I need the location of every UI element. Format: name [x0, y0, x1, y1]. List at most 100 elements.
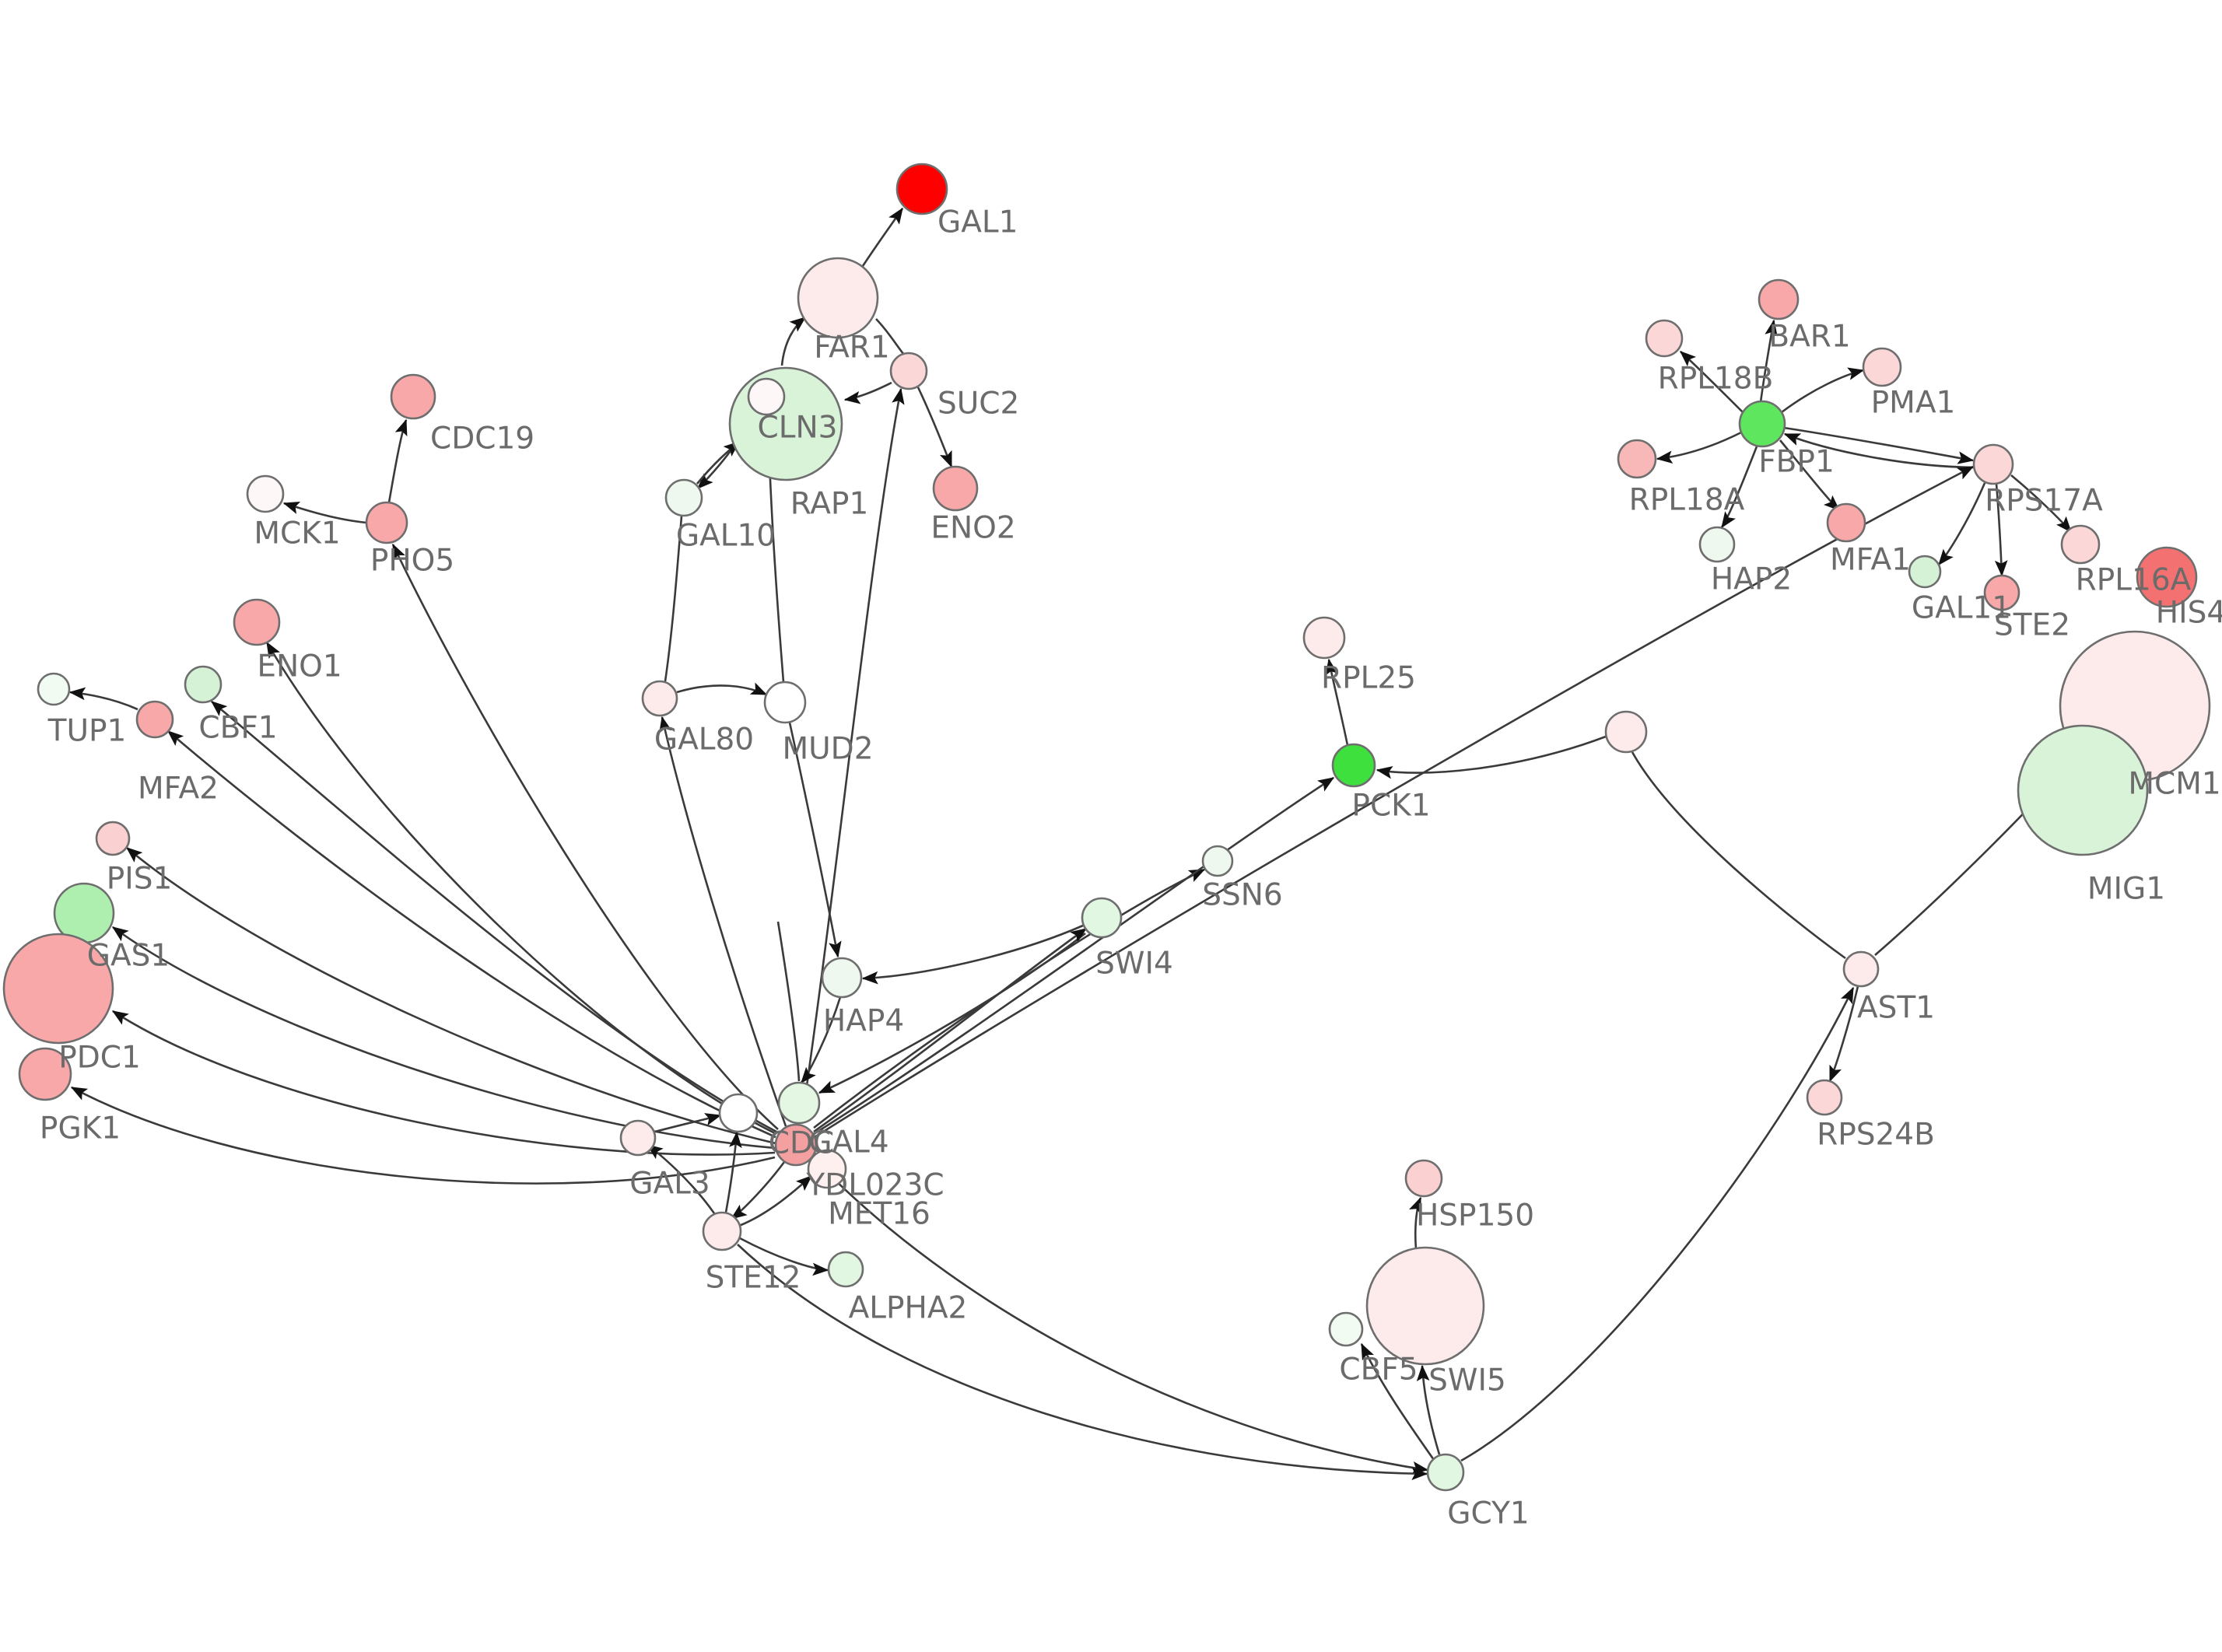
node-circle-HAP2[interactable]: [1698, 526, 1736, 563]
node-circle-NODE_W[interactable]: [718, 1093, 759, 1133]
node-RPS24B[interactable]: [1806, 1079, 1843, 1116]
node-RPS17A[interactable]: [1972, 443, 2014, 485]
node-circle-MCK1[interactable]: [246, 474, 285, 513]
node-HAP2[interactable]: [1698, 526, 1736, 563]
node-circle-GAL80[interactable]: [641, 680, 678, 717]
node-GAL11[interactable]: [1908, 555, 1942, 589]
node-ENO1[interactable]: [233, 598, 281, 646]
node-circle-FBP1[interactable]: [1738, 400, 1786, 448]
node-RPL16A[interactable]: [2060, 524, 2101, 565]
node-circle-HIS4[interactable]: [2136, 546, 2198, 608]
node-HIS4[interactable]: [2136, 546, 2198, 608]
node-SWI4[interactable]: [1081, 897, 1123, 939]
node-CDC19[interactable]: [390, 373, 436, 420]
node-circle-ALPHA2[interactable]: [827, 1251, 864, 1288]
node-PMA1[interactable]: [1862, 347, 1902, 387]
node-circle-PCK1[interactable]: [1331, 743, 1376, 788]
node-NODE_G[interactable]: [777, 1081, 821, 1125]
node-MFA1[interactable]: [1826, 502, 1866, 543]
node-FBP1[interactable]: [1738, 400, 1786, 448]
node-circle-STE2[interactable]: [1983, 574, 2020, 611]
node-circle-PIS1[interactable]: [95, 821, 131, 856]
node-MFA2[interactable]: [135, 700, 174, 739]
node-ENO2[interactable]: [932, 465, 979, 512]
node-circle-YDL023C[interactable]: [807, 1149, 847, 1189]
node-circle-SUC2[interactable]: [889, 352, 928, 390]
node-circle-ENO2[interactable]: [932, 465, 979, 512]
node-circle-PMA1[interactable]: [1862, 347, 1902, 387]
node-RAP1[interactable]: [747, 377, 786, 416]
node-circle-CBF5[interactable]: [1328, 1311, 1364, 1347]
node-PHO5[interactable]: [365, 501, 408, 544]
node-CBF5[interactable]: [1328, 1311, 1364, 1347]
node-circle-GAL1[interactable]: [895, 163, 948, 215]
node-SUC2[interactable]: [889, 352, 928, 390]
node-PIS1[interactable]: [95, 821, 131, 856]
node-HUB1[interactable]: [1604, 710, 1648, 754]
node-circle-GAL4[interactable]: [774, 1123, 818, 1167]
node-circle-SWI4[interactable]: [1081, 897, 1123, 939]
node-GAL80[interactable]: [641, 680, 678, 717]
node-HSP150[interactable]: [1404, 1159, 1443, 1198]
node-circle-GCY1[interactable]: [1426, 1453, 1465, 1492]
node-circle-AST1[interactable]: [1842, 950, 1880, 988]
node-RPL18A[interactable]: [1617, 439, 1657, 479]
node-MUD2[interactable]: [763, 681, 807, 724]
node-FAR1[interactable]: [797, 257, 879, 339]
node-circle-HSP150[interactable]: [1404, 1159, 1443, 1198]
node-circle-PHO5[interactable]: [365, 501, 408, 544]
node-GAL10[interactable]: [664, 478, 703, 517]
node-circle-STE12[interactable]: [702, 1211, 742, 1251]
node-CBF1[interactable]: [184, 665, 223, 704]
node-circle-HUB1[interactable]: [1604, 710, 1648, 754]
node-circle-TUP1[interactable]: [37, 672, 71, 706]
node-circle-MIG1[interactable]: [2017, 724, 2149, 856]
node-circle-CDC19[interactable]: [390, 373, 436, 420]
node-GAL1[interactable]: [895, 163, 948, 215]
node-RPL18B[interactable]: [1645, 319, 1684, 358]
node-circle-GAL11[interactable]: [1908, 555, 1942, 589]
node-STE2[interactable]: [1983, 574, 2020, 611]
node-SWI5[interactable]: [1365, 1246, 1485, 1366]
node-circle-MUD2[interactable]: [763, 681, 807, 724]
node-AST1[interactable]: [1842, 950, 1880, 988]
node-MIG1[interactable]: [2017, 724, 2149, 856]
node-GAL3[interactable]: [619, 1119, 657, 1157]
node-circle-PDC1[interactable]: [2, 933, 114, 1045]
node-circle-FAR1[interactable]: [797, 257, 879, 339]
node-MCK1[interactable]: [246, 474, 285, 513]
node-HAP4[interactable]: [821, 957, 863, 999]
node-RPL25[interactable]: [1302, 616, 1346, 660]
node-circle-RPL18A[interactable]: [1617, 439, 1657, 479]
node-STE12[interactable]: [702, 1211, 742, 1251]
node-circle-RAP1[interactable]: [747, 377, 786, 416]
node-circle-SWI5[interactable]: [1365, 1246, 1485, 1366]
node-circle-RPL16A[interactable]: [2060, 524, 2101, 565]
node-circle-CBF1[interactable]: [184, 665, 223, 704]
node-circle-ENO1[interactable]: [233, 598, 281, 646]
node-PDC1[interactable]: [2, 933, 114, 1045]
node-BAR1[interactable]: [1758, 278, 1800, 320]
node-PGK1[interactable]: [18, 1047, 72, 1101]
node-circle-GAL3[interactable]: [619, 1119, 657, 1157]
node-circle-PGK1[interactable]: [18, 1047, 72, 1101]
node-ALPHA2[interactable]: [827, 1251, 864, 1288]
node-circle-SSN6[interactable]: [1201, 845, 1234, 877]
node-YDL023C[interactable]: [807, 1149, 847, 1189]
node-SSN6[interactable]: [1201, 845, 1234, 877]
node-circle-MFA1[interactable]: [1826, 502, 1866, 543]
node-circle-RPL25[interactable]: [1302, 616, 1346, 660]
node-circle-BAR1[interactable]: [1758, 278, 1800, 320]
node-GCY1[interactable]: [1426, 1453, 1465, 1492]
node-circle-RPS17A[interactable]: [1972, 443, 2014, 485]
node-circle-RPS24B[interactable]: [1806, 1079, 1843, 1116]
node-NODE_W[interactable]: [718, 1093, 759, 1133]
node-circle-GAL10[interactable]: [664, 478, 703, 517]
node-TUP1[interactable]: [37, 672, 71, 706]
node-circle-RPL18B[interactable]: [1645, 319, 1684, 358]
node-circle-NODE_G[interactable]: [777, 1081, 821, 1125]
node-PCK1[interactable]: [1331, 743, 1376, 788]
node-circle-HAP4[interactable]: [821, 957, 863, 999]
node-GAL4[interactable]: [774, 1123, 818, 1167]
node-circle-MFA2[interactable]: [135, 700, 174, 739]
